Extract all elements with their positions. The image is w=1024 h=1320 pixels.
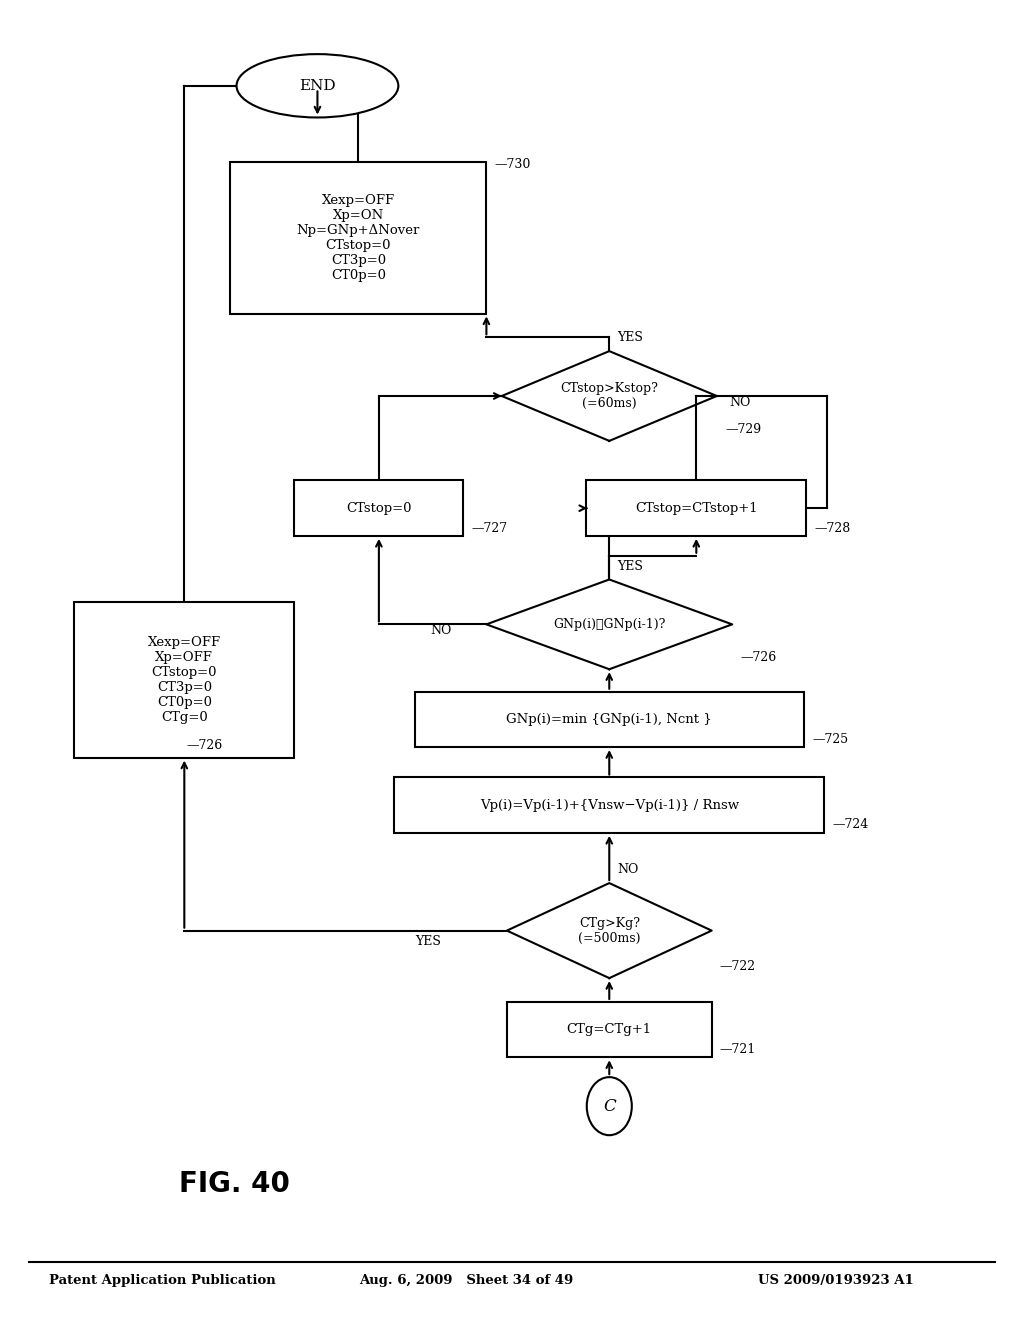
Text: NO: NO	[729, 396, 751, 409]
Text: —724: —724	[833, 818, 868, 832]
Text: —726: —726	[740, 651, 776, 664]
Text: —727: —727	[471, 521, 507, 535]
FancyBboxPatch shape	[394, 777, 824, 833]
Text: Patent Application Publication: Patent Application Publication	[49, 1274, 275, 1287]
Text: CTg>Kg?
(=500ms): CTg>Kg? (=500ms)	[578, 916, 641, 945]
Circle shape	[587, 1077, 632, 1135]
FancyBboxPatch shape	[74, 602, 295, 758]
Text: —721: —721	[720, 1043, 756, 1056]
Text: YES: YES	[617, 331, 643, 345]
FancyBboxPatch shape	[230, 162, 486, 314]
Text: —722: —722	[720, 960, 756, 973]
FancyBboxPatch shape	[295, 480, 463, 536]
Text: Xexp=OFF
Xp=OFF
CTstop=0
CT3p=0
CT0p=0
CTg=0: Xexp=OFF Xp=OFF CTstop=0 CT3p=0 CT0p=0 C…	[147, 636, 221, 723]
Text: YES: YES	[415, 935, 440, 948]
Polygon shape	[486, 579, 732, 669]
Text: GNp(i)≧GNp(i-1)?: GNp(i)≧GNp(i-1)?	[553, 618, 666, 631]
Ellipse shape	[237, 54, 398, 117]
Text: —725: —725	[812, 733, 848, 746]
Text: CTstop=CTstop+1: CTstop=CTstop+1	[635, 502, 758, 515]
Text: CTg=CTg+1: CTg=CTg+1	[566, 1023, 652, 1036]
Text: NO: NO	[430, 624, 452, 638]
Text: —729: —729	[725, 422, 761, 436]
Text: GNp(i)=min {GNp(i-1), Ncnt }: GNp(i)=min {GNp(i-1), Ncnt }	[507, 713, 712, 726]
FancyBboxPatch shape	[415, 692, 804, 747]
Text: —730: —730	[495, 158, 531, 172]
Text: CTstop=0: CTstop=0	[346, 502, 412, 515]
Polygon shape	[502, 351, 717, 441]
Text: Aug. 6, 2009   Sheet 34 of 49: Aug. 6, 2009 Sheet 34 of 49	[358, 1274, 573, 1287]
Text: US 2009/0193923 A1: US 2009/0193923 A1	[758, 1274, 913, 1287]
Text: Xexp=OFF
Xp=ON
Np=GNp+ΔNover
CTstop=0
CT3p=0
CT0p=0: Xexp=OFF Xp=ON Np=GNp+ΔNover CTstop=0 CT…	[297, 194, 420, 281]
Text: FIG. 40: FIG. 40	[179, 1170, 290, 1199]
Text: C: C	[603, 1098, 615, 1114]
Text: YES: YES	[617, 560, 643, 573]
Polygon shape	[507, 883, 712, 978]
Text: NO: NO	[617, 863, 639, 876]
FancyBboxPatch shape	[586, 480, 807, 536]
Text: END: END	[299, 79, 336, 92]
Text: Vp(i)=Vp(i-1)+{Vnsw−Vp(i-1)} / Rnsw: Vp(i)=Vp(i-1)+{Vnsw−Vp(i-1)} / Rnsw	[479, 799, 739, 812]
FancyBboxPatch shape	[507, 1002, 712, 1057]
Text: CTstop>Kstop?
(=60ms): CTstop>Kstop? (=60ms)	[560, 381, 658, 411]
Text: —728: —728	[814, 521, 850, 535]
Text: —726: —726	[186, 739, 222, 752]
